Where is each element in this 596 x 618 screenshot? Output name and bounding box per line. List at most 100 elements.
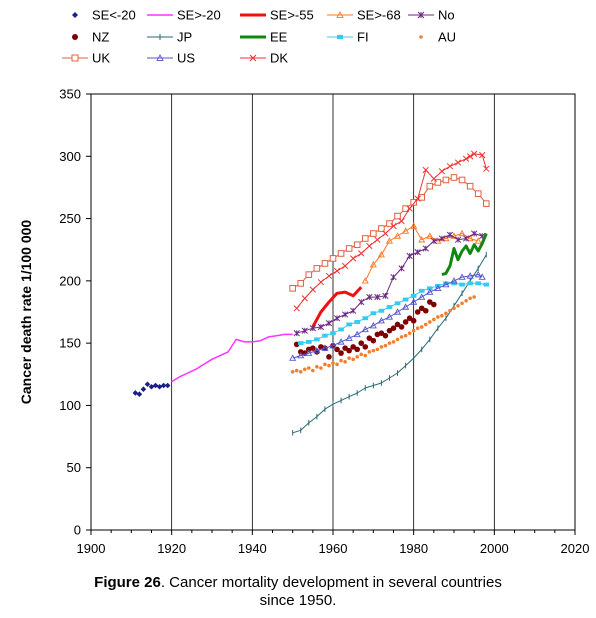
data-point <box>458 273 466 280</box>
data-point <box>466 234 474 242</box>
x-tick-label: 2000 <box>480 541 509 556</box>
data-point <box>362 316 369 321</box>
data-point <box>390 273 397 281</box>
legend-label: EE <box>270 30 288 45</box>
legend-item: EE <box>240 30 288 45</box>
data-point <box>362 344 369 350</box>
x-tick-label: 2020 <box>561 541 590 556</box>
legend-label: SE>-20 <box>177 8 221 23</box>
data-point <box>354 320 360 324</box>
legend-swatch-marker <box>156 54 164 61</box>
legend-item: AU <box>419 30 456 45</box>
data-point <box>156 383 163 390</box>
data-point <box>293 330 300 337</box>
data-point <box>438 235 446 242</box>
data-point <box>164 382 171 389</box>
data-point <box>402 227 410 234</box>
data-point <box>339 358 343 363</box>
data-point <box>431 301 437 308</box>
data-point <box>350 344 356 350</box>
data-point <box>450 174 458 181</box>
data-point <box>377 250 385 258</box>
data-point <box>144 381 151 388</box>
y-tick-label: 150 <box>59 336 81 351</box>
legend-item: No <box>408 8 455 23</box>
data-point <box>434 284 442 292</box>
data-point <box>378 308 385 313</box>
data-point <box>414 249 421 256</box>
data-point <box>371 348 376 353</box>
legend-swatch-marker <box>71 54 79 62</box>
data-point <box>415 326 420 330</box>
data-point <box>406 205 413 212</box>
data-point <box>443 281 449 286</box>
data-point <box>351 357 355 362</box>
data-point <box>406 315 413 322</box>
data-point <box>361 235 369 242</box>
data-point <box>369 321 377 329</box>
series-line <box>441 232 488 277</box>
data-point <box>385 313 394 320</box>
data-point <box>355 355 360 359</box>
data-point <box>478 273 486 280</box>
data-point <box>390 222 397 230</box>
data-point <box>377 316 385 324</box>
data-point <box>379 345 384 349</box>
data-point <box>458 229 466 237</box>
data-point <box>370 337 377 344</box>
data-point <box>467 281 473 286</box>
series-2 <box>311 286 363 328</box>
x-tick-label: 1960 <box>319 541 348 556</box>
series-4 <box>293 230 486 337</box>
data-point <box>152 382 159 389</box>
data-point <box>136 391 143 398</box>
data-point <box>386 327 393 334</box>
legend-swatch-marker <box>417 11 425 19</box>
data-point <box>430 237 437 245</box>
data-point <box>438 168 446 175</box>
series-10 <box>289 174 490 292</box>
legend-label: NZ <box>92 30 109 45</box>
x-tick-label: 1980 <box>399 541 428 556</box>
series-7 <box>441 232 488 277</box>
data-point <box>327 363 331 368</box>
data-point <box>301 327 308 334</box>
data-point <box>410 298 418 305</box>
data-point <box>346 347 352 354</box>
data-point <box>390 325 397 331</box>
data-point <box>297 280 305 287</box>
data-point <box>325 320 333 327</box>
data-point <box>338 327 344 332</box>
series-line <box>296 153 487 309</box>
data-point <box>394 321 401 328</box>
data-point <box>419 325 424 329</box>
data-point <box>319 366 323 370</box>
series-8 <box>297 281 490 346</box>
data-point <box>427 299 433 305</box>
series-6 <box>292 251 487 436</box>
y-tick-label: 100 <box>59 398 81 413</box>
data-point <box>310 345 316 351</box>
data-point <box>434 179 442 186</box>
legend-label: No <box>438 8 455 23</box>
data-point <box>359 352 364 357</box>
series-line <box>292 274 483 359</box>
data-point <box>329 341 337 349</box>
data-point <box>333 267 341 275</box>
grid <box>171 94 495 530</box>
data-point <box>410 317 417 324</box>
x-tick-label: 1900 <box>77 541 106 556</box>
data-point <box>350 307 357 314</box>
y-tick-label: 250 <box>59 211 81 226</box>
data-point <box>393 308 402 315</box>
figure-caption: Figure 26. Cancer mortality development … <box>0 574 596 610</box>
data-point <box>402 205 409 212</box>
data-point <box>386 305 393 309</box>
data-point <box>382 292 389 299</box>
series-1 <box>171 333 293 383</box>
data-point <box>370 230 377 237</box>
legend-item: US <box>147 51 195 66</box>
legend-swatch-marker <box>419 35 423 39</box>
data-point <box>474 190 482 197</box>
y-tick-label: 300 <box>59 149 81 164</box>
